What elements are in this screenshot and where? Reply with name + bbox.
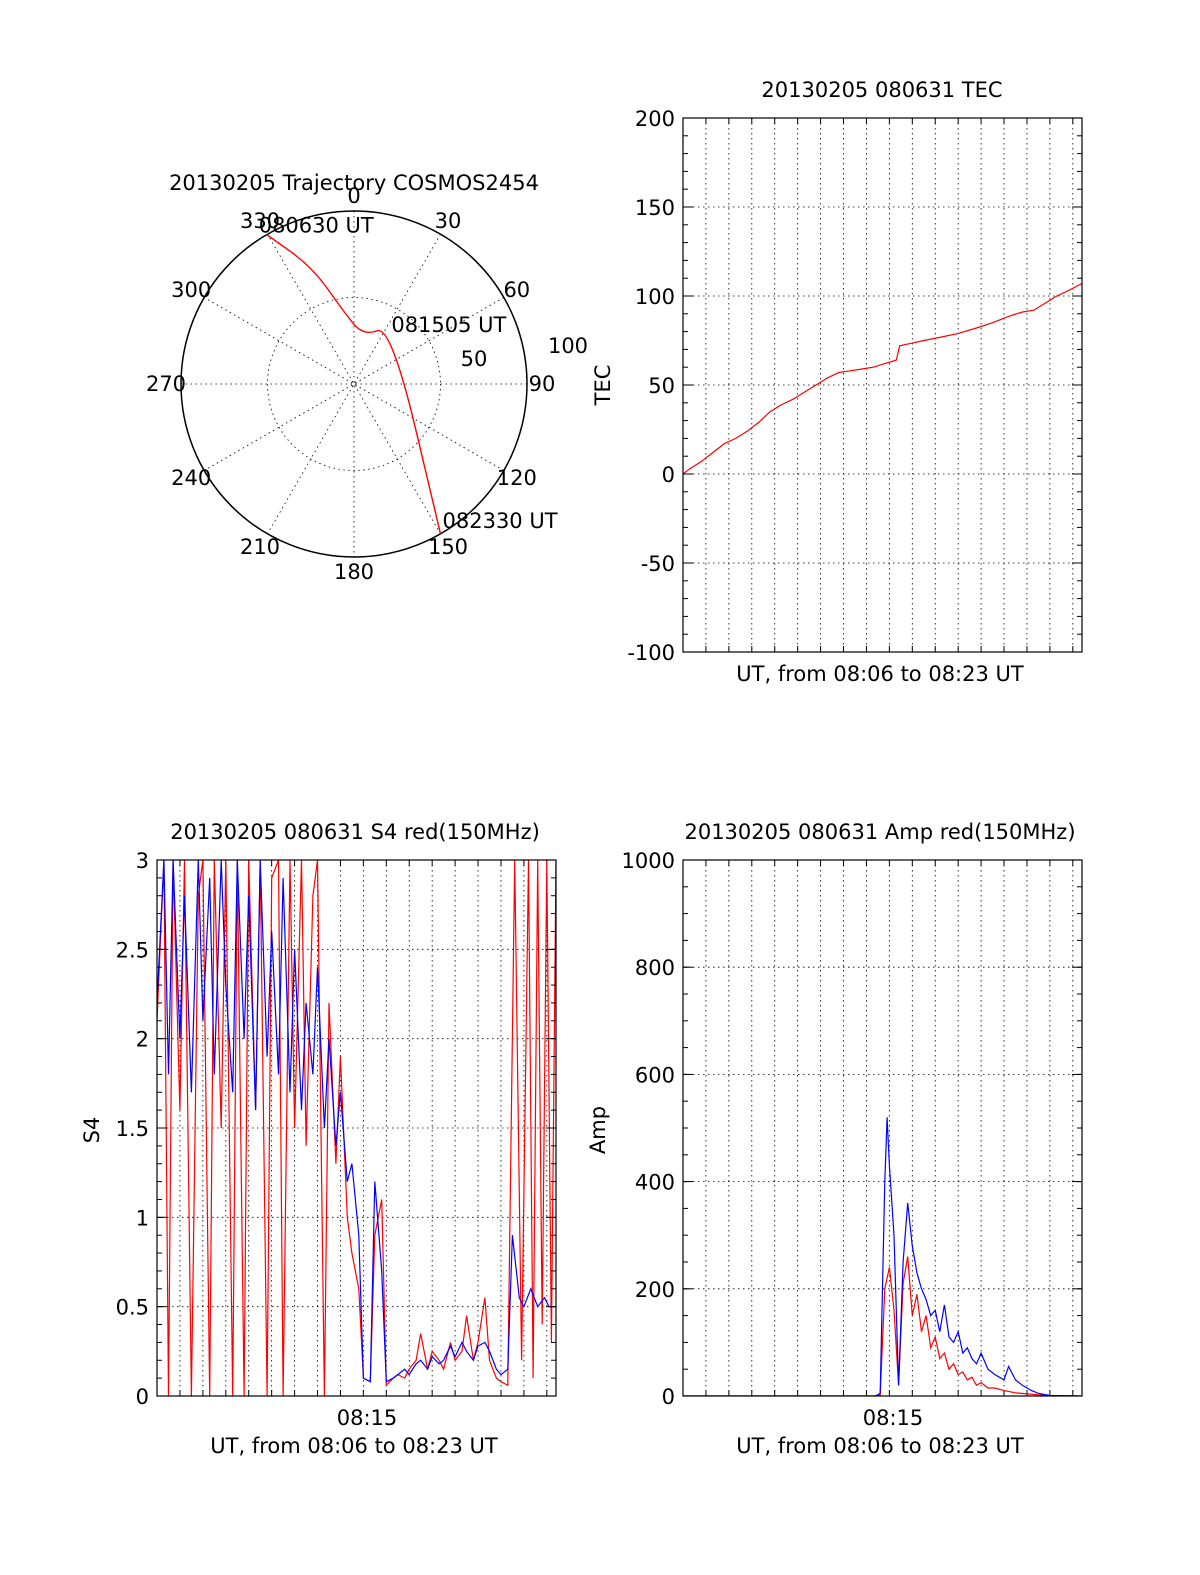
amp-blue-line — [683, 1117, 1082, 1396]
polar-spoke — [267, 233, 441, 535]
tec-ytick-label: -50 — [641, 552, 675, 576]
polar-angle-label: 180 — [334, 560, 374, 584]
tec-series — [683, 282, 1082, 475]
s4-ytick-label: 1 — [136, 1206, 149, 1230]
tec-xlabel: UT, from 08:06 to 08:23 UT — [736, 662, 1024, 686]
polar-radial-label: 100 — [548, 334, 588, 358]
polar-annotations: 080630 UT 081505 UT 082330 UT — [259, 214, 558, 533]
s4-ytick-label: 1.5 — [116, 1117, 149, 1141]
polar-angle-label: 60 — [503, 278, 530, 302]
amp-yticks: 0 200 400 600 800 1000 — [622, 849, 1082, 1409]
polar-radial-label: 50 — [461, 347, 488, 371]
polar-spoke — [267, 233, 441, 535]
polar-series — [266, 234, 442, 534]
amp-frame — [682, 859, 1083, 1397]
polar-angle-label: 120 — [497, 466, 537, 490]
tec-panel: 20130205 080631 TEC -100-50050100150200 … — [591, 78, 1083, 686]
amp-grid — [683, 860, 1082, 1396]
tec-title: 20130205 080631 TEC — [761, 78, 1002, 102]
tec-ytick-label: 150 — [635, 196, 675, 220]
polar-panel: 20130205 Trajectory COSMOS2454 0 30 60 90 12… — [146, 171, 588, 584]
tec-ytick-label: 50 — [648, 374, 675, 398]
amp-title: 20130205 080631 Amp red(150MHz) — [684, 820, 1075, 844]
polar-outer-ring — [180, 210, 528, 558]
polar-angle-label: 90 — [529, 372, 556, 396]
s4-red-line — [157, 860, 556, 1396]
polar-angle-label: 330 — [240, 209, 280, 233]
amp-xlabel: UT, from 08:06 to 08:23 UT — [736, 1434, 1024, 1458]
s4-frame — [156, 859, 557, 1397]
s4-ytick-label: 2.5 — [116, 938, 149, 962]
s4-xlabel: UT, from 08:06 to 08:23 UT — [210, 1434, 498, 1458]
polar-angle-label: 30 — [435, 209, 462, 233]
tec-ytick-label: 200 — [635, 107, 675, 131]
tec-ytick-label: 100 — [635, 285, 675, 309]
polar-time-label: 081505 UT — [391, 313, 506, 337]
s4-title: 20130205 080631 S4 red(150MHz) — [170, 820, 540, 844]
amp-ylabel: Amp — [586, 1106, 610, 1154]
polar-grid — [180, 210, 528, 558]
tec-ylabel: TEC — [591, 365, 615, 407]
tec-ytick-label: 0 — [662, 463, 675, 487]
tec-yticks: -100 -50 0 50 100 150 200 — [627, 107, 1082, 665]
s4-yticks: 0 0.5 1 1.5 2 2.5 3 — [116, 849, 556, 1409]
tec-red-line — [683, 282, 1082, 475]
polar-title: 20130205 Trajectory COSMOS2454 — [169, 171, 539, 195]
s4-xtick-label: 08:15 — [337, 1406, 398, 1430]
tec-ytick-label: -100 — [627, 641, 675, 665]
polar-angle-label: 300 — [171, 278, 211, 302]
polar-angle-label: 0 — [347, 184, 360, 208]
s4-panel: 20130205 080631 S4 red(150MHz) 0 0.5 1 1.5 2… — [80, 820, 557, 1458]
polar-angle-labels: 0 30 60 90 120 150 180 210 240 270 300 330 — [146, 184, 555, 584]
polar-angle-label: 270 — [146, 372, 186, 396]
tec-grid — [683, 118, 1082, 652]
amp-series — [683, 1117, 1082, 1396]
amp-ytick-label: 1000 — [622, 849, 675, 873]
polar-trajectory-line — [266, 234, 442, 534]
polar-angle-label: 240 — [171, 466, 211, 490]
amp-ytick-label: 200 — [635, 1278, 675, 1302]
s4-ytick-label: 0 — [136, 1385, 149, 1409]
s4-ytick-label: 3 — [136, 849, 149, 873]
s4-ytick-label: 0.5 — [116, 1296, 149, 1320]
amp-panel: 20130205 080631 Amp red(150MHz) 0 200 400 6… — [586, 820, 1083, 1458]
polar-angle-label: 210 — [240, 535, 280, 559]
polar-radial-labels: 50 100 — [461, 334, 588, 371]
amp-ytick-label: 0 — [662, 1385, 675, 1409]
amp-ytick-label: 400 — [635, 1171, 675, 1195]
s4-series — [157, 860, 556, 1396]
amp-xtick-label: 08:15 — [863, 1406, 924, 1430]
amp-ytick-label: 800 — [635, 956, 675, 980]
s4-blue-line — [157, 860, 556, 1383]
s4-ylabel: S4 — [80, 1117, 104, 1144]
s4-ytick-label: 2 — [136, 1028, 149, 1052]
polar-time-label: 082330 UT — [443, 509, 558, 533]
amp-ytick-label: 600 — [635, 1063, 675, 1087]
polar-time-label: 080630 UT — [259, 214, 374, 238]
polar-angle-label: 150 — [428, 535, 468, 559]
tec-frame — [682, 117, 1083, 653]
amp-red-line — [683, 1256, 1082, 1396]
